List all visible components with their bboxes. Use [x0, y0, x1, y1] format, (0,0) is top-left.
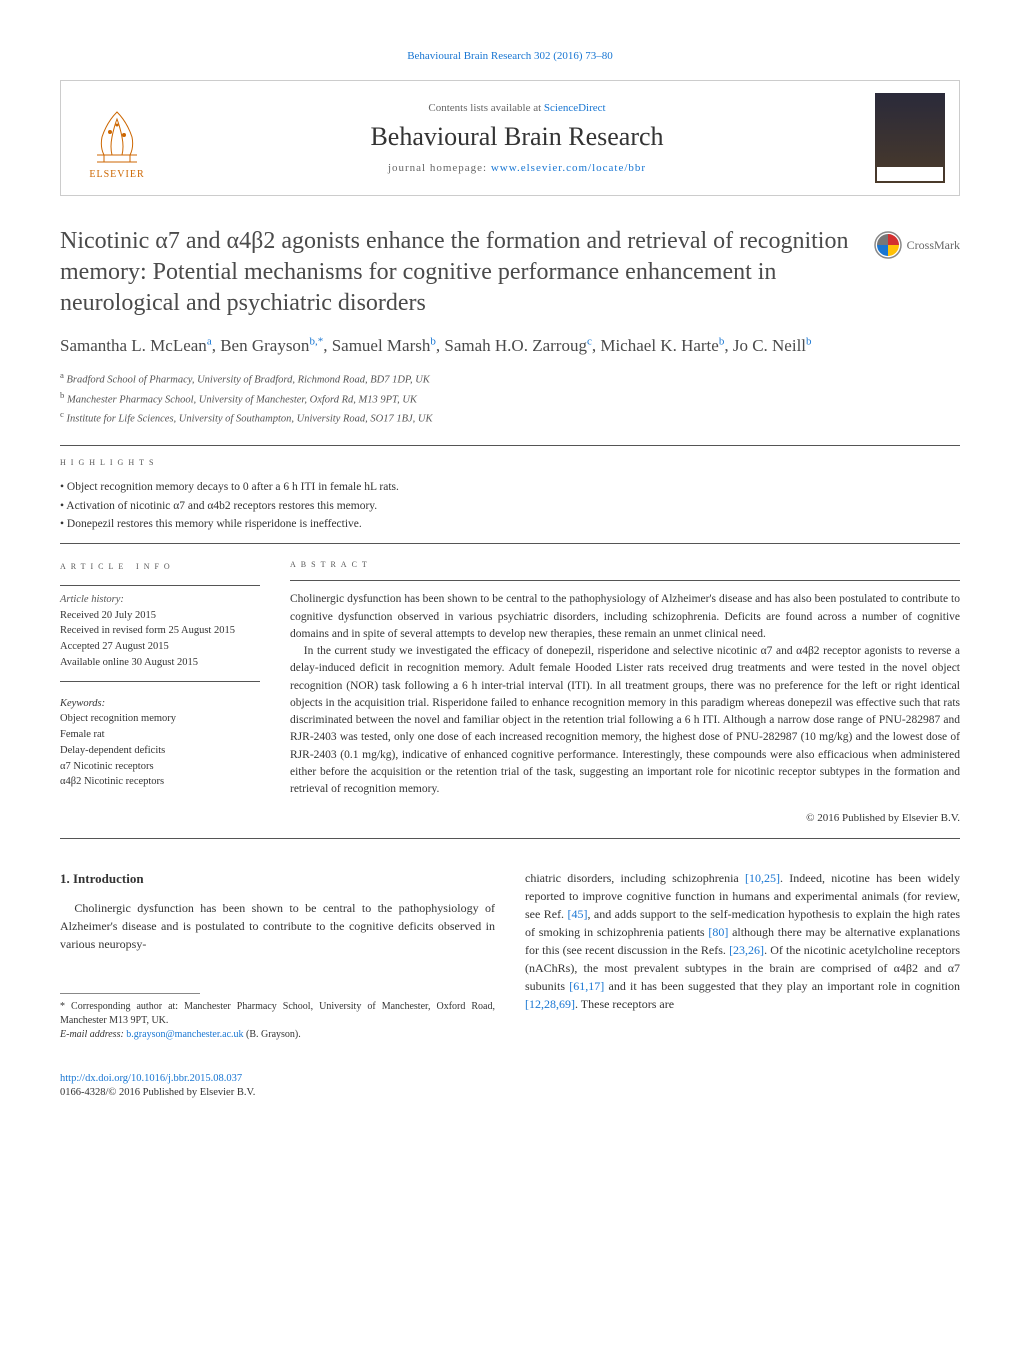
keywords-label: Keywords:: [60, 696, 260, 712]
keyword-item: Delay-dependent deficits: [60, 743, 260, 759]
intro-paragraph-2: chiatric disorders, including schizophre…: [525, 869, 960, 1013]
journal-homepage-link[interactable]: www.elsevier.com/locate/bbr: [491, 162, 646, 174]
keyword-item: α7 Nicotinic receptors: [60, 759, 260, 775]
abstract-text: Cholinergic dysfunction has been shown t…: [290, 591, 960, 798]
article-info-column: ARTICLE INFO Article history: Received 2…: [60, 558, 260, 824]
crossmark-badge[interactable]: CrossMark: [873, 230, 960, 260]
keyword-item: Female rat: [60, 727, 260, 743]
highlights-label: HIGHLIGHTS: [60, 456, 960, 468]
affiliation-line: b Manchester Pharmacy School, University…: [60, 389, 960, 408]
body-column-left: 1. Introduction Cholinergic dysfunction …: [60, 869, 495, 1042]
article-title: Nicotinic α7 and α4β2 agonists enhance t…: [60, 226, 853, 320]
intro-paragraph-1: Cholinergic dysfunction has been shown t…: [60, 899, 495, 953]
crossmark-label: CrossMark: [907, 238, 960, 253]
header-center: Contents lists available at ScienceDirec…: [159, 102, 875, 174]
journal-homepage-line: journal homepage: www.elsevier.com/locat…: [159, 162, 875, 174]
crossmark-icon: [873, 230, 903, 260]
elsevier-logo: ELSEVIER: [75, 96, 159, 180]
bottom-doi-block: http://dx.doi.org/10.1016/j.bbr.2015.08.…: [60, 1072, 960, 1101]
section-rule: [60, 585, 260, 586]
email-link[interactable]: b.grayson@manchester.ac.uk: [126, 1029, 243, 1040]
elsevier-wordmark: ELSEVIER: [89, 169, 144, 180]
highlights-list: Object recognition memory decays to 0 af…: [60, 478, 960, 533]
journal-cover-thumbnail: [875, 93, 945, 183]
affiliations-list: a Bradford School of Pharmacy, Universit…: [60, 369, 960, 427]
history-accepted: Accepted 27 August 2015: [60, 639, 260, 655]
article-info-label: ARTICLE INFO: [60, 558, 260, 575]
abstract-label: ABSTRACT: [290, 558, 960, 570]
section-rule: [60, 445, 960, 446]
highlight-item: Object recognition memory decays to 0 af…: [60, 478, 960, 496]
highlight-item: Activation of nicotinic α7 and α4b2 rece…: [60, 497, 960, 515]
abstract-column: ABSTRACT Cholinergic dysfunction has bee…: [290, 558, 960, 824]
doi-link[interactable]: http://dx.doi.org/10.1016/j.bbr.2015.08.…: [60, 1073, 242, 1084]
section-rule: [60, 681, 260, 682]
history-online: Available online 30 August 2015: [60, 655, 260, 671]
corresponding-author-footnote: * Corresponding author at: Manchester Ph…: [60, 1000, 495, 1028]
history-revised: Received in revised form 25 August 2015: [60, 623, 260, 639]
section-rule: [290, 580, 960, 581]
section-rule: [60, 543, 960, 544]
issn-copyright-line: 0166-4328/© 2016 Published by Elsevier B…: [60, 1087, 255, 1098]
keyword-item: α4β2 Nicotinic receptors: [60, 774, 260, 790]
abstract-paragraph: In the current study we investigated the…: [290, 643, 960, 798]
introduction-heading: 1. Introduction: [60, 869, 495, 889]
keyword-item: Object recognition memory: [60, 711, 260, 727]
authors-list: Samantha L. McLeana, Ben Graysonb,*, Sam…: [60, 334, 960, 358]
journal-header-box: ELSEVIER Contents lists available at Sci…: [60, 80, 960, 196]
keywords-list: Object recognition memoryFemale ratDelay…: [60, 711, 260, 790]
affiliation-line: c Institute for Life Sciences, Universit…: [60, 408, 960, 427]
contents-lists-line: Contents lists available at ScienceDirec…: [159, 102, 875, 114]
highlight-item: Donepezil restores this memory while ris…: [60, 515, 960, 533]
journal-citation-header: Behavioural Brain Research 302 (2016) 73…: [60, 50, 960, 62]
journal-name: Behavioural Brain Research: [159, 122, 875, 152]
history-received: Received 20 July 2015: [60, 608, 260, 624]
abstract-copyright: © 2016 Published by Elsevier B.V.: [290, 812, 960, 824]
sciencedirect-link[interactable]: ScienceDirect: [544, 102, 606, 114]
article-history-label: Article history:: [60, 592, 260, 608]
affiliation-line: a Bradford School of Pharmacy, Universit…: [60, 369, 960, 388]
email-footnote: E-mail address: b.grayson@manchester.ac.…: [60, 1028, 495, 1042]
abstract-paragraph: Cholinergic dysfunction has been shown t…: [290, 591, 960, 643]
footnote-rule: [60, 993, 200, 994]
elsevier-tree-icon: [82, 107, 152, 167]
section-rule: [60, 838, 960, 839]
body-column-right: chiatric disorders, including schizophre…: [525, 869, 960, 1042]
